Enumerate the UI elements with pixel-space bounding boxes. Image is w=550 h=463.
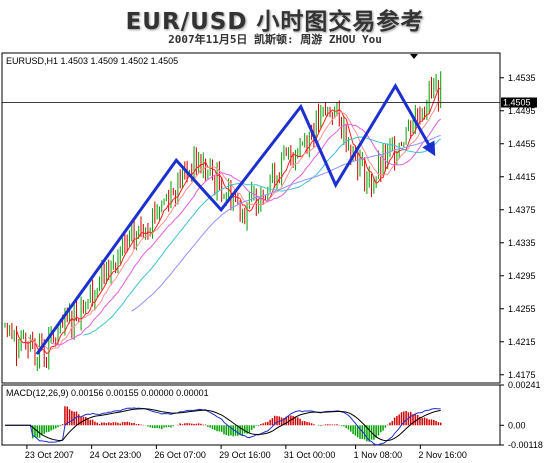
price-tick-label: 1.4255 xyxy=(508,304,536,314)
time-axis: 23 Oct 2007 24 Oct 23:00 26 Oct 07:00 29 Oc… xyxy=(25,445,467,460)
moving-average-line xyxy=(16,87,441,355)
price-series xyxy=(4,71,442,372)
page-title: EUR/USD 小时图交易参考 xyxy=(125,9,425,35)
macd-tick-label: -0.00118 xyxy=(508,440,543,450)
time-tick-label: 24 Oct 23:00 xyxy=(90,450,142,460)
moving-average-line xyxy=(131,135,441,312)
price-tick-label: 1.4175 xyxy=(508,370,536,380)
price-tick-label: 1.4535 xyxy=(508,73,536,83)
svg-text:1.4505: 1.4505 xyxy=(503,98,531,108)
price-axis: 1.4535 1.4495 1.4455 1.4415 1.4375 1.4335 1.42… xyxy=(500,73,536,380)
price-tick-label: 1.4375 xyxy=(508,205,536,215)
price-tick-label: 1.4335 xyxy=(508,238,536,248)
macd-signal-line xyxy=(5,408,441,442)
time-tick-label: 23 Oct 2007 xyxy=(25,450,74,460)
time-tick-label: 1 Nov 08:00 xyxy=(354,450,403,460)
macd-axis: 0.00241 0.00 -0.00118 xyxy=(500,380,543,450)
time-tick-label: 29 Oct 16:00 xyxy=(219,450,271,460)
trend-path xyxy=(35,83,433,356)
moving-average-line xyxy=(83,136,441,336)
symbol-line: EURUSD,H1 1.4503 1.4509 1.4502 1.4505 xyxy=(6,56,178,66)
time-tick-label: 31 Oct 00:00 xyxy=(284,450,336,460)
macd-label: MACD(12,26,9) 0.00156 0.00155 0.00000 0.… xyxy=(6,388,209,398)
price-tick-label: 1.4495 xyxy=(508,106,536,116)
time-tick-label: 2 Nov 16:00 xyxy=(418,450,467,460)
moving-average-line xyxy=(27,100,441,351)
macd-line xyxy=(5,407,441,446)
price-panel xyxy=(1,52,501,384)
price-tick-label: 1.4215 xyxy=(508,337,536,347)
macd-tick-label: 0.00241 xyxy=(508,380,541,390)
price-tick-label: 1.4415 xyxy=(508,172,536,182)
moving-average-line xyxy=(51,118,442,346)
shift-marker-icon xyxy=(410,54,418,59)
macd-histogram xyxy=(31,406,442,442)
current-price-label: 1.4505 xyxy=(501,97,537,108)
price-tick-label: 1.4295 xyxy=(508,271,536,281)
price-tick-label: 1.4455 xyxy=(508,139,536,149)
moving-averages xyxy=(16,87,442,355)
time-tick-label: 26 Oct 07:00 xyxy=(154,450,206,460)
macd-tick-label: 0.00 xyxy=(508,420,526,430)
trend-arrow-head xyxy=(422,140,436,157)
page-subtitle: 2007年11月5日 凯斯顿: 周游 ZHOU You xyxy=(168,33,382,46)
